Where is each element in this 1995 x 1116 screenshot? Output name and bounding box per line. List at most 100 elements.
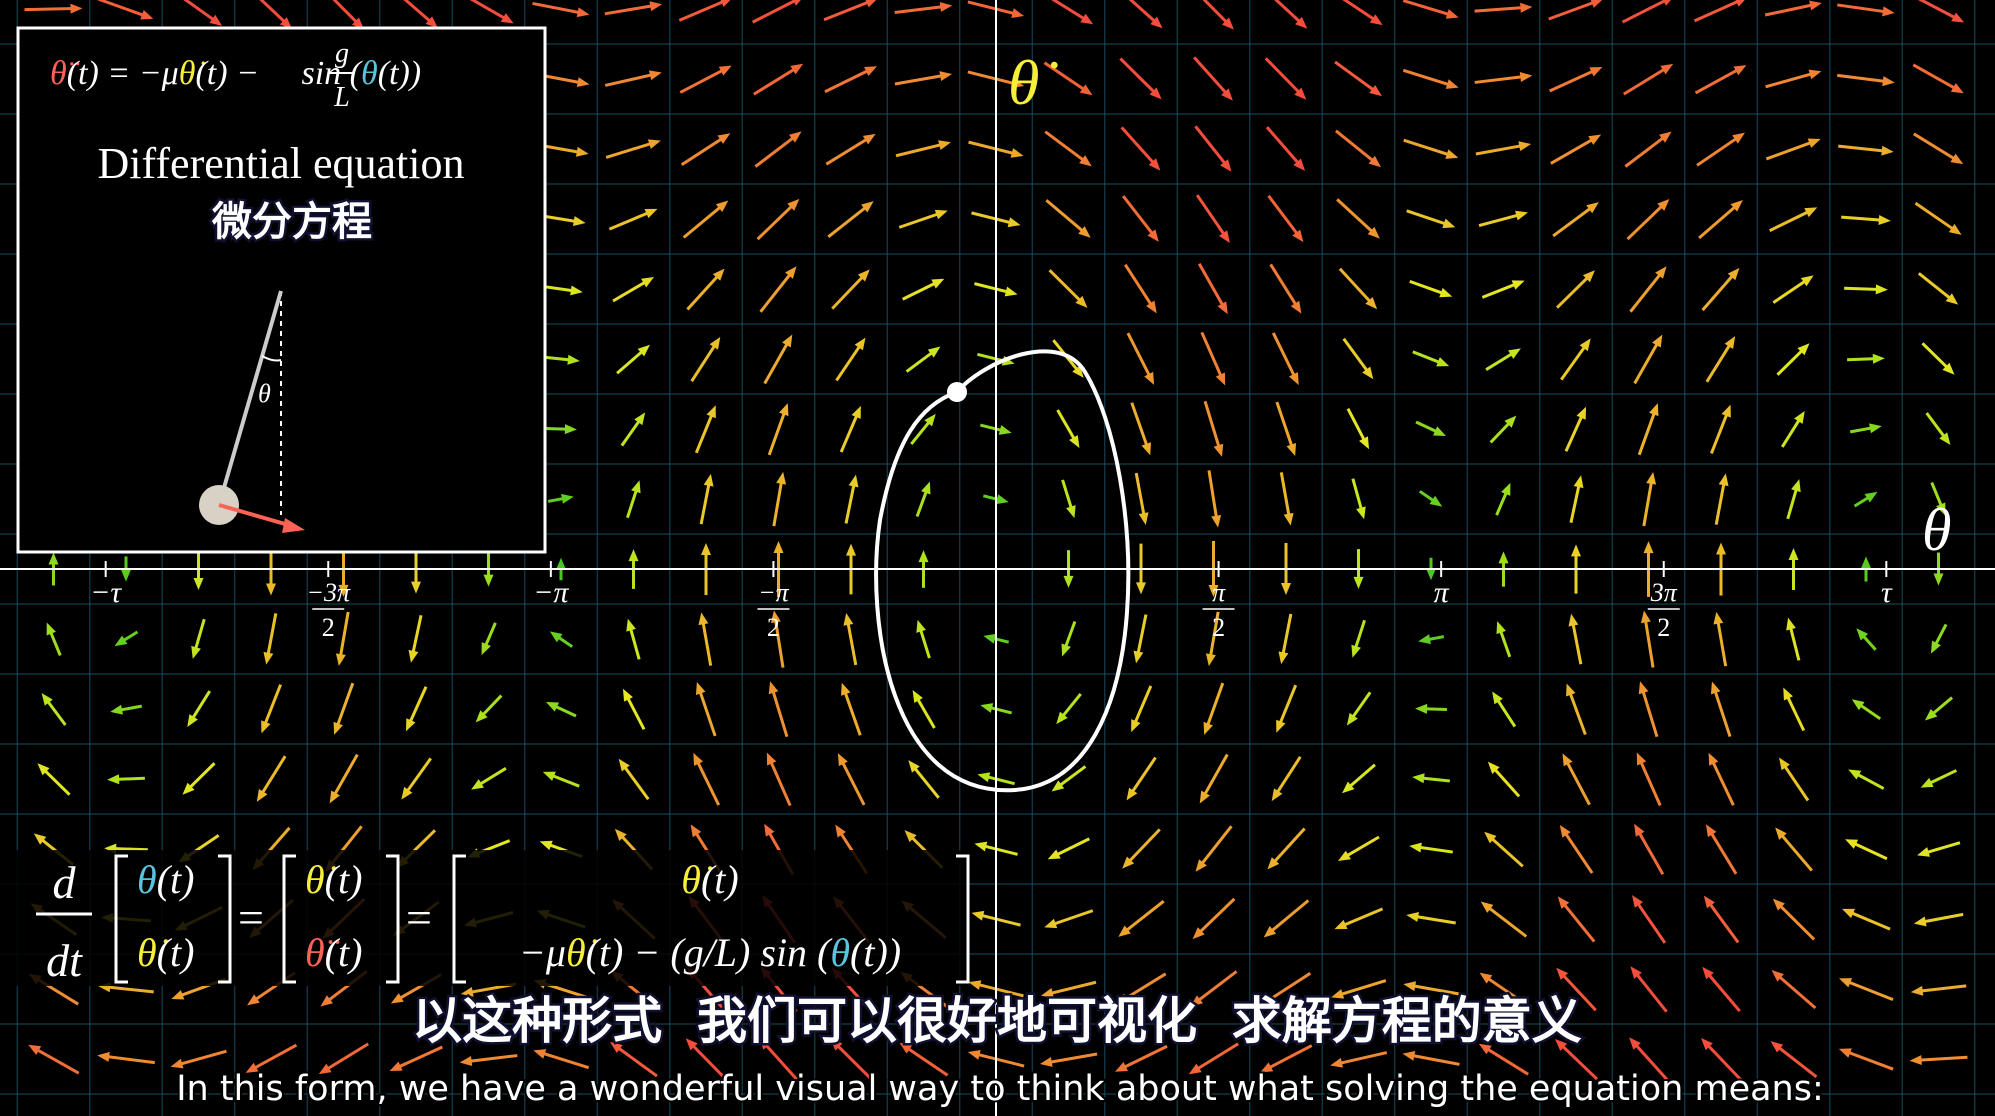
field-arrow	[542, 355, 573, 362]
inset-title-zh: 微分方程	[211, 199, 372, 245]
arrow-head	[912, 690, 923, 703]
arrow-head	[1838, 1048, 1852, 1058]
field-arrow	[604, 72, 655, 87]
field-arrow	[1126, 332, 1152, 379]
arrow-head	[1429, 495, 1443, 507]
arrow-head	[1588, 134, 1602, 145]
arrow-head	[329, 790, 340, 804]
field-arrow	[540, 1051, 590, 1070]
field-arrow	[905, 1046, 949, 1077]
field-arrow	[678, 0, 726, 22]
arrow-head	[1203, 721, 1213, 735]
arrow-head	[1590, 0, 1603, 8]
field-arrow	[1844, 286, 1880, 291]
field-arrow	[759, 271, 793, 313]
arrow-head	[1771, 970, 1784, 982]
pendulum-rod	[217, 290, 283, 506]
arrow-head	[1519, 72, 1533, 82]
arrow-head	[1136, 582, 1146, 595]
arrow-head	[1484, 831, 1497, 844]
arrow-head	[121, 569, 131, 582]
eq-numerator: g	[335, 38, 349, 69]
inset-title: Differential equation	[98, 139, 465, 188]
field-arrow	[605, 141, 654, 159]
arrow-head	[408, 649, 419, 663]
arrow-head	[1041, 988, 1054, 998]
inset: θ̈(t) = −μθ̇(t) − sin (θ(t)) g L Differe…	[16, 26, 547, 554]
arrow-head	[1718, 473, 1729, 487]
arrow-head	[1936, 502, 1946, 516]
eq-part: −μ	[519, 930, 566, 975]
arrow-head	[1276, 719, 1286, 733]
eq-part: θ	[137, 857, 157, 902]
field-arrow	[1559, 1043, 1598, 1081]
arrow-head	[1557, 896, 1570, 909]
field-arrow	[1489, 420, 1512, 444]
field-arrow	[1841, 215, 1883, 222]
arrow-head	[1004, 286, 1018, 297]
arrow-head	[1703, 895, 1715, 909]
field-arrow	[1128, 0, 1158, 25]
arrow-head	[1950, 82, 1964, 94]
arrow-head	[171, 990, 185, 1000]
middle-bottom: θ̈(t)	[305, 930, 362, 975]
field-arrow	[1474, 5, 1525, 13]
field-arrow	[1636, 830, 1665, 875]
field-arrow	[622, 764, 650, 801]
tick-label: −τ	[90, 576, 122, 609]
arrow-head	[1079, 84, 1093, 96]
arrow-head	[1559, 824, 1571, 838]
field-arrow	[1626, 203, 1665, 241]
arrow-head	[1442, 218, 1456, 229]
right-top: θ̇(t)	[681, 857, 738, 902]
field-arrow	[895, 142, 944, 158]
field-arrow	[1277, 684, 1298, 726]
field-arrow	[1780, 417, 1802, 448]
arrow-head	[1141, 442, 1151, 456]
field-arrow	[1051, 909, 1094, 927]
arrow-head	[1869, 423, 1882, 434]
arrow-head	[338, 584, 349, 597]
field-arrow	[1495, 489, 1509, 516]
arrow-head	[1576, 406, 1587, 420]
field-arrow	[1710, 411, 1730, 454]
arrow-head	[1800, 275, 1814, 287]
arrow-head	[556, 557, 566, 570]
field-arrow	[396, 1045, 444, 1070]
field-arrow	[1838, 144, 1886, 153]
field-arrow	[682, 204, 724, 239]
arrow-head	[1501, 482, 1511, 496]
field-arrow	[902, 280, 938, 301]
arrow-head	[1646, 471, 1657, 485]
arrow-head	[1369, 14, 1383, 26]
field-arrow	[1782, 763, 1810, 802]
field-arrow	[846, 620, 858, 666]
field-arrow	[1203, 400, 1222, 450]
field-arrow	[1706, 972, 1741, 1013]
field-arrow	[1406, 209, 1449, 227]
arrow-head	[1710, 681, 1721, 695]
field-arrow	[967, 0, 1017, 16]
field-arrow	[1271, 827, 1306, 865]
field-arrow	[915, 488, 929, 517]
arrow-head	[698, 612, 709, 626]
field-arrow	[1265, 126, 1301, 166]
arrow-head	[1432, 426, 1446, 437]
arrow-head	[1708, 752, 1719, 766]
field-arrow	[1635, 900, 1667, 944]
arrow-head	[837, 753, 848, 767]
arrow-head	[1568, 613, 1579, 627]
arrow-head	[425, 16, 438, 29]
field-arrow	[1637, 410, 1657, 456]
arrow-head	[70, 3, 83, 14]
field-arrow	[1918, 984, 1967, 993]
field-arrow	[335, 682, 355, 728]
field-arrow	[1334, 60, 1377, 93]
field-arrow	[1274, 756, 1302, 796]
arrow-head	[1797, 343, 1810, 356]
field-arrow	[1634, 971, 1668, 1013]
left-top: θ(t)	[137, 857, 194, 902]
tick-label: −π	[533, 576, 569, 609]
arrow-head	[1412, 773, 1425, 784]
field-arrow	[1485, 351, 1515, 371]
